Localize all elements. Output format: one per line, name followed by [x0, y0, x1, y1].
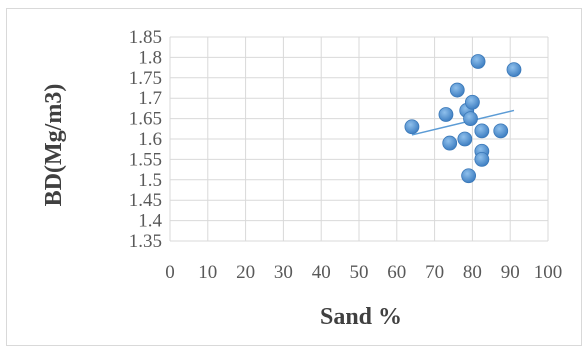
y-tick-label: 1.5: [138, 170, 162, 191]
x-tick-label: 70: [425, 262, 444, 283]
data-point: [438, 107, 454, 122]
chart-frame: 1.35 1.4 1.45 1.5 1.55 1.6 1.65 1.7 1.75 1.8 1.85 …: [6, 8, 582, 346]
y-tick-label: 1.75: [129, 68, 162, 89]
data-point: [463, 111, 478, 126]
x-tick-label: 10: [198, 262, 217, 283]
x-tick-label: 30: [274, 262, 293, 283]
x-axis-title: Sand %: [320, 304, 402, 330]
y-tick-label: 1.35: [129, 231, 162, 252]
x-tick-label: 40: [312, 262, 331, 283]
x-tick-label: 80: [463, 262, 482, 283]
data-point: [457, 131, 473, 147]
y-tick-label: 1.6: [138, 129, 162, 150]
y-tick-label: 1.7: [138, 88, 162, 109]
data-point: [474, 123, 490, 139]
data-point: [442, 135, 458, 151]
x-tick-label: 0: [165, 262, 175, 283]
y-axis-title: BD(Mg/m3): [41, 84, 67, 207]
y-tick-label: 1.65: [129, 109, 162, 130]
trendline-group: [411, 109, 515, 136]
y-tick-label: 1.85: [129, 27, 162, 48]
data-point: [506, 62, 522, 78]
y-tick-label: 1.4: [138, 211, 162, 232]
x-tick-label: 50: [350, 262, 369, 283]
data-point: [449, 82, 465, 98]
data-point: [404, 119, 420, 135]
gridlines: [169, 36, 549, 242]
data-point: [461, 168, 477, 184]
y-tick-label: 1.55: [129, 149, 162, 170]
data-point: [470, 54, 486, 69]
trendline: [411, 109, 515, 136]
y-tick-label: 1.8: [138, 47, 162, 68]
x-tick-label: 60: [387, 262, 406, 283]
data-point: [493, 123, 509, 139]
data-points: [404, 54, 522, 184]
data-point: [464, 94, 480, 110]
y-axis-ticks: 1.351.41.451.51.551.61.651.71.751.81.85: [129, 27, 163, 252]
x-axis-ticks: 0 10 20 30 40 50 60 70 80 90 100: [165, 262, 562, 283]
x-tick-label: 90: [501, 262, 520, 283]
x-tick-label: 100: [534, 262, 563, 283]
y-tick-label: 1.45: [129, 190, 162, 211]
scatter-chart: 1.351.41.451.51.551.61.651.71.751.81.85 …: [41, 27, 562, 330]
x-tick-label: 20: [236, 262, 255, 283]
data-point: [474, 151, 490, 167]
